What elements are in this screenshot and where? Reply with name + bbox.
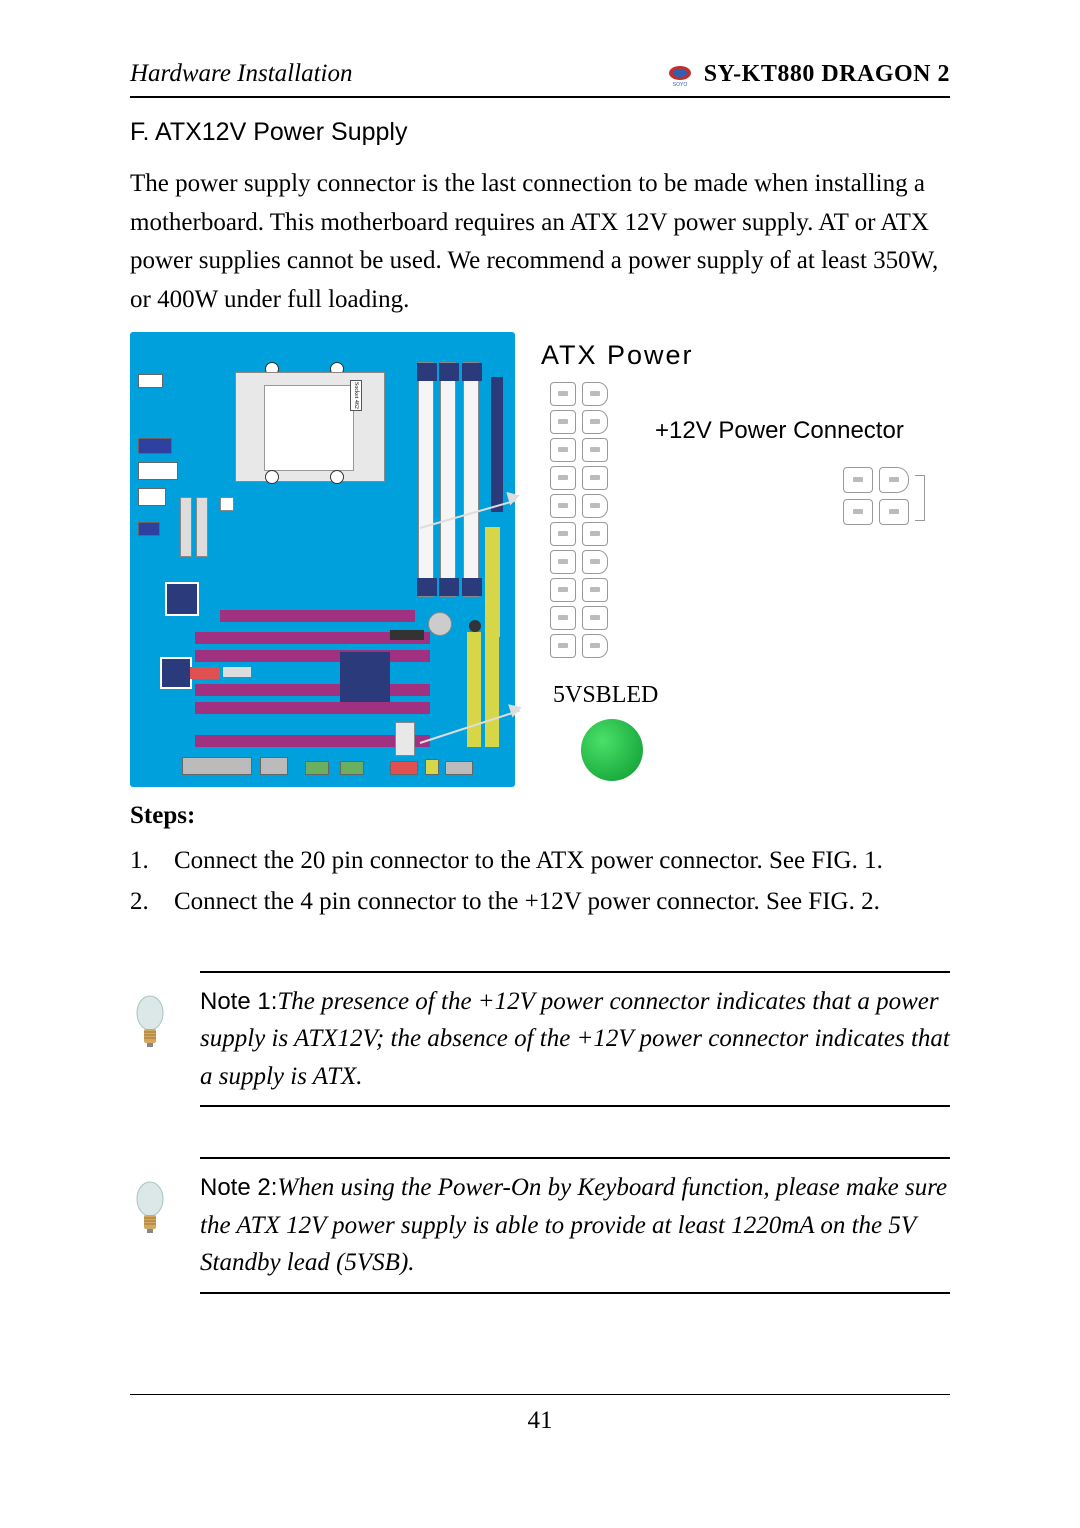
bios-chip [395, 722, 415, 756]
step-item: 1. Connect the 20 pin connector to the A… [130, 842, 950, 880]
header-conn [340, 761, 364, 775]
sata-conn [190, 667, 220, 679]
atx-col [550, 382, 576, 662]
header-conn [196, 497, 208, 557]
front-panel-header [182, 757, 252, 775]
mount-hole [330, 470, 344, 484]
step-item: 2. Connect the 4 pin connector to the +1… [130, 883, 950, 921]
note-body: When using the Power-On by Keyboard func… [200, 1174, 947, 1276]
note-block: Note 2:When using the Power-On by Keyboa… [130, 1157, 950, 1294]
header-right: SY-KT880 DRAGON 2 [704, 61, 950, 87]
step-text: Connect the 20 pin connector to the ATX … [174, 842, 883, 880]
header-conn [425, 759, 439, 775]
ide-connector [485, 527, 500, 637]
led-label: 5VSBLED [553, 682, 658, 709]
dimm-slot [463, 362, 479, 597]
page-header: Hardware Installation SOYO SY-KT880 DRAG… [130, 60, 950, 98]
io-port [138, 438, 172, 454]
header-conn [390, 761, 418, 775]
agp-slot [220, 610, 415, 622]
chip [160, 657, 192, 689]
svg-text:SOYO: SOYO [672, 82, 687, 87]
atx-col [582, 382, 608, 662]
header-conn [305, 761, 329, 775]
led-indicator-icon [581, 719, 643, 781]
io-port [138, 462, 178, 480]
note-label: Note 1: [200, 988, 277, 1015]
io-port [138, 374, 163, 388]
note-text-wrap: Note 2:When using the Power-On by Keyboa… [200, 1157, 950, 1294]
mount-hole [469, 620, 481, 632]
connector-diagram: ATX Power +12V Power Connector [525, 332, 950, 787]
header-conn [260, 757, 288, 775]
dimm-slot [418, 362, 434, 597]
diagram-row: Socket 462 [130, 332, 950, 787]
arrow-head [508, 700, 524, 717]
note-label: Note 2: [200, 1174, 277, 1201]
intro-paragraph: The power supply connector is the last c… [130, 165, 950, 320]
note-text-wrap: Note 1:The presence of the +12V power co… [200, 971, 950, 1108]
battery [428, 612, 452, 636]
arrow-head [506, 488, 521, 505]
twelve-v-connector [843, 467, 915, 529]
socket-label: Socket 462 [350, 380, 362, 411]
motherboard-diagram: Socket 462 [130, 332, 515, 787]
steps-heading: Steps: [130, 802, 950, 830]
led-block: 5VSBLED [553, 682, 658, 781]
note-body: The presence of the +12V power connector… [200, 988, 950, 1090]
mount-hole [265, 470, 279, 484]
header-conn [445, 761, 473, 775]
small-chip [390, 630, 424, 640]
lightbulb-icon [130, 991, 170, 1061]
pci-slot [195, 702, 430, 714]
page-number: 41 [528, 1407, 553, 1434]
step-number: 2. [130, 883, 152, 921]
dimm-slot [440, 362, 456, 597]
ide-connector [467, 632, 481, 747]
southbridge-chip [340, 652, 390, 702]
lightbulb-icon [130, 1177, 170, 1247]
section-title: F. ATX12V Power Supply [130, 118, 950, 147]
io-port [138, 522, 160, 536]
small-conn [223, 667, 251, 677]
pci-slot [195, 650, 430, 662]
step-number: 1. [130, 842, 152, 880]
pci-slot [195, 684, 430, 696]
note-block: Note 1:The presence of the +12V power co… [130, 971, 950, 1108]
small-chip [220, 497, 234, 511]
header-right-wrap: SOYO SY-KT880 DRAGON 2 [666, 61, 950, 92]
page-footer: 41 [130, 1394, 950, 1435]
header-left: Hardware Installation [130, 60, 352, 88]
ide-connector [485, 632, 499, 747]
twelve-v-label: +12V Power Connector [655, 417, 904, 445]
fdd-connector [491, 377, 503, 512]
io-port [138, 488, 166, 506]
cpu-socket [235, 372, 385, 482]
atx-20pin-connector [550, 382, 612, 662]
chip [165, 582, 199, 616]
header-conn [180, 497, 192, 557]
step-text: Connect the 4 pin connector to the +12V … [174, 883, 880, 921]
soyo-logo-icon: SOYO [666, 63, 694, 92]
page: Hardware Installation SOYO SY-KT880 DRAG… [0, 0, 1080, 1495]
atx-power-title: ATX Power [541, 340, 950, 371]
